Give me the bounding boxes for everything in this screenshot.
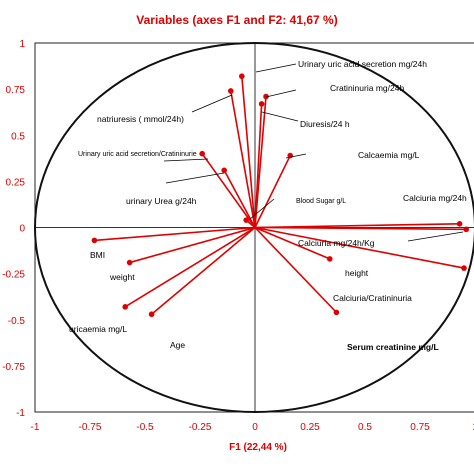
vector-point [126,259,133,266]
vector-label: Age [170,340,185,350]
vector-label: natriuresis ( mmol/24h) [97,114,184,124]
vector-label: Urinary uric acid secretion mg/24h [298,59,427,69]
vector-point [258,101,265,107]
tick-labels-layer: -1 -0.75 -0.5 -0.25 0 0.25 0.5 0.75 1 1 0.75 0.5 0.2… [2,39,474,433]
vector-point [122,304,128,310]
vector-line [230,90,256,228]
x-tick-label: -1 [31,422,40,433]
x-tick-label: 1 [472,422,474,433]
vector-point [243,217,249,223]
vector-line [124,226,256,308]
y-tick-label: 0.25 [6,177,26,188]
vector-line [129,226,256,264]
correlation-circle-layer [34,42,474,413]
vector-line [201,153,256,228]
vector-label: Cratininuria mg/24h [330,83,404,93]
vector-line [254,226,337,313]
x-tick-label: 0.25 [300,422,320,433]
vector-line [254,226,467,231]
vector-point [148,311,155,318]
vector-line [254,226,331,260]
x-tick-label: -0.75 [79,422,102,433]
vector-line [151,226,256,315]
vector-label: height [345,268,369,278]
labels-layer: Urinary uric acid secretion mg/24h Cratin… [69,59,467,352]
label-leader-line [163,158,209,162]
leader-lines-layer [163,63,464,242]
label-leader-line [249,198,275,220]
vector-point [221,167,227,174]
y-tick-label: -1 [16,408,25,419]
label-leader-line [165,172,225,184]
vector-label: Calciuria/Cratininuria [333,293,412,303]
label-leader-line [261,111,299,122]
vector-line [254,226,465,269]
y-tick-label: -0.25 [2,270,25,281]
vector-label: uricaemia mg/L [69,324,127,334]
vector-label: urinary Urea g/24h [126,196,197,206]
vector-line [254,223,460,229]
y-tick-label: 0.75 [6,85,26,96]
vector-label: Blood Sugar g/L [296,198,346,205]
label-leader-line [265,89,297,98]
vector-point [239,73,245,80]
vector-point [228,88,234,94]
vector-point [327,256,333,262]
vector-line [223,169,256,228]
label-leader-line [285,153,307,159]
y-tick-label: -0.75 [2,362,25,373]
label-leader-line [407,231,464,242]
vector-point [456,221,463,227]
vector-line [241,76,256,228]
vector-label: weight [109,272,135,282]
correlation-circle [34,42,474,413]
vector-point [91,237,98,244]
vector-label: Calciuria mg/24h [403,193,467,203]
vector-line [254,103,263,228]
y-tick-label: 0 [19,224,25,235]
y-tick-label: -0.5 [8,316,26,327]
vector-label: Urinary uric acid secretion/Cratininurie [78,151,197,158]
x-tick-label: -0.5 [136,422,154,433]
vector-label: Calciuria mg/24h/Kg [298,238,375,248]
vector-point [463,226,470,233]
y-tick-label: 0.5 [11,131,25,142]
x-tick-label: -0.25 [189,422,212,433]
vector-point [199,150,205,157]
vector-label: BMI [90,250,105,260]
vector-point [461,265,467,271]
x-tick-label: 0.5 [358,422,372,433]
x-axis-label: F1 (22,44 %) [229,442,287,453]
vector-point [263,93,269,100]
vector-label: Calcaemia mg/L [358,150,420,160]
chart-title: Variables (axes F1 and F2: 41,67 %) [136,13,337,27]
vector-point [333,309,340,316]
vector-line [254,155,291,228]
vector-label: Diuresis/24 h [300,119,350,129]
x-tick-label: 0.75 [410,422,430,433]
label-leader-line [191,94,233,113]
vector-line [94,226,256,242]
y-tick-label: 1 [19,39,25,50]
vectors-layer [91,73,470,318]
vector-label: Serum creatinine mg/L [347,342,439,352]
x-tick-label: 0 [252,422,258,433]
label-leader-line [255,63,297,73]
